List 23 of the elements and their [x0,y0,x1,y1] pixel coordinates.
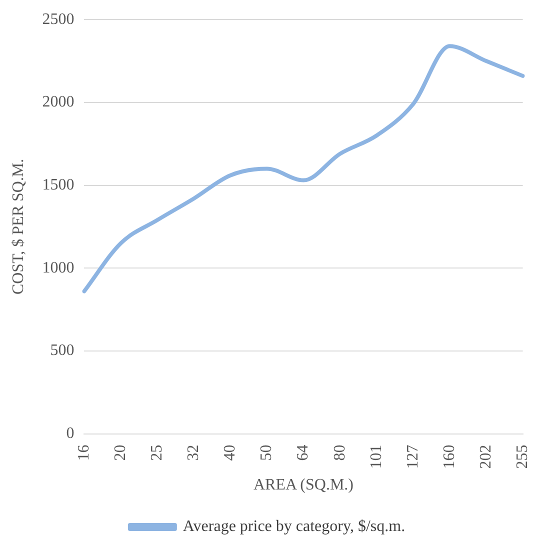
y-axis-title: COST, $ PER SQ.M. [10,158,27,295]
y-tick-label: 1500 [42,176,74,194]
x-axis-title: AREA (SQ.M.) [253,476,354,494]
x-tick-label: 202 [477,444,494,469]
x-tick-label: 32 [185,444,202,461]
x-tick-label: 127 [404,444,422,469]
y-tick-label: 500 [50,342,74,360]
x-tick-label: 80 [331,444,348,461]
x-tick-label: 16 [75,444,92,461]
y-tick-label: 1000 [42,259,74,276]
x-tick-label: 160 [440,444,458,469]
x-tick-label: 40 [222,444,239,461]
x-tick-label: 20 [112,444,129,461]
x-tick-label: 25 [148,444,166,461]
x-tick-label: 255 [514,444,532,469]
y-tick-label: 0 [66,425,74,442]
x-tick-label: 64 [294,444,312,461]
y-tick-label: 2500 [42,10,74,28]
x-tick-label: 101 [368,444,385,469]
legend-label: Average price by category, $/sq.m. [182,518,406,536]
line-series [82,44,525,294]
x-tick-label: 50 [258,444,276,461]
y-tick-label: 2000 [42,94,74,111]
